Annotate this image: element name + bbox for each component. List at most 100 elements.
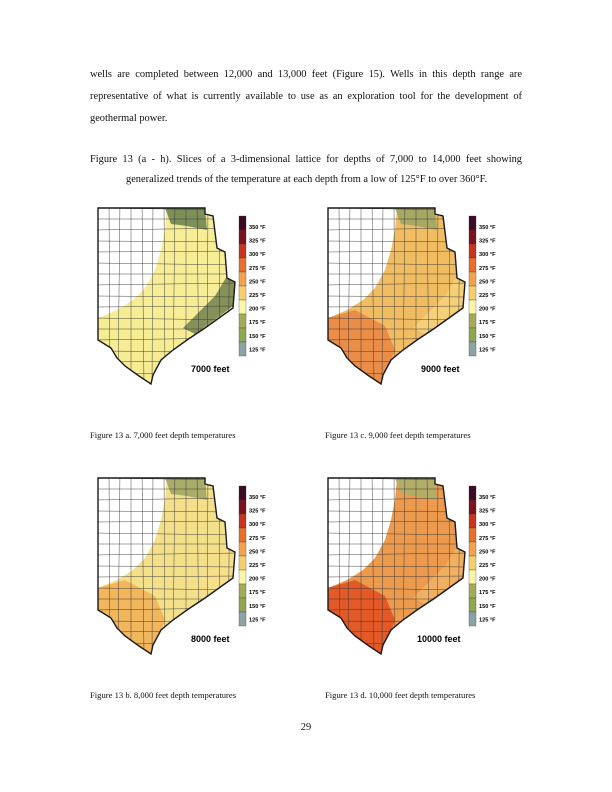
legend-label: 175 °F (479, 320, 496, 326)
legend-label: 200 °F (479, 577, 496, 583)
legend-label: 175 °F (249, 320, 266, 326)
temperature-legend: 350 °F 325 °F 300 °F 275 °F 250 °F 225 °F 200 … (468, 485, 496, 627)
legend-swatch (468, 215, 477, 231)
legend-swatch (238, 299, 247, 315)
legend-swatch (468, 597, 477, 613)
legend-swatch (468, 527, 477, 543)
legend-label: 225 °F (479, 563, 496, 569)
legend-swatch (468, 611, 477, 627)
legend-label: 350 °F (479, 225, 496, 231)
legend-label: 325 °F (249, 239, 266, 245)
legend-swatch (238, 499, 247, 515)
temperature-map-7000: 350 °F 325 °F 300 °F 275 °F 250 °F 225 °F 200 … (97, 207, 266, 385)
legend-swatch (468, 299, 477, 315)
legend-label: 250 °F (479, 549, 496, 555)
legend-label: 125 °F (479, 347, 496, 353)
legend-swatch (238, 257, 247, 273)
legend-swatch (238, 229, 247, 245)
caption-figure-13d: Figure 13 d. 10,000 feet depth temperatu… (325, 690, 476, 700)
legend-swatch (468, 499, 477, 515)
legend-label: 175 °F (249, 590, 266, 596)
legend-swatch (468, 285, 477, 301)
legend-swatch (238, 215, 247, 231)
caption-figure-13a: Figure 13 a. 7,000 feet depth temperatur… (90, 430, 236, 440)
legend-swatch (238, 313, 247, 329)
legend-label: 325 °F (479, 509, 496, 515)
figure-intro-line-1: Figure 13 (a - h). Slices of a 3-dimensi… (90, 154, 522, 165)
legend-label: 250 °F (249, 549, 266, 555)
legend-label: 325 °F (249, 509, 266, 515)
figure-intro-line-2: generalized trends of the temperature at… (126, 174, 488, 185)
legend-swatch (468, 243, 477, 259)
legend-label: 275 °F (479, 266, 496, 272)
depth-label: 9000 feet (421, 364, 460, 374)
depth-label: 8000 feet (191, 634, 230, 644)
legend-label: 200 °F (249, 307, 266, 313)
legend-label: 125 °F (249, 347, 266, 353)
legend-swatch (238, 327, 247, 343)
legend-swatch (238, 583, 247, 599)
legend-label: 200 °F (479, 307, 496, 313)
legend-label: 350 °F (479, 495, 496, 501)
legend-label: 275 °F (249, 266, 266, 272)
legend-label: 300 °F (479, 252, 496, 258)
legend-label: 300 °F (249, 252, 266, 258)
legend-label: 125 °F (479, 617, 496, 623)
legend-label: 250 °F (249, 279, 266, 285)
legend-swatch (468, 555, 477, 571)
legend-swatch (238, 569, 247, 585)
page-number: 29 (300, 722, 312, 733)
legend-swatch (468, 313, 477, 329)
legend-label: 225 °F (249, 563, 266, 569)
legend-swatch (238, 611, 247, 627)
legend-label: 325 °F (479, 239, 496, 245)
legend-label: 150 °F (249, 604, 266, 610)
state-outline (327, 207, 466, 385)
legend-swatch (238, 597, 247, 613)
body-paragraph: wells are completed between 12,000 and 1… (90, 69, 522, 124)
depth-label: 10000 feet (417, 634, 461, 644)
figure-intro: Figure 13 (a - h). Slices of a 3-dimensi… (90, 150, 522, 190)
state-outline (327, 477, 466, 655)
temperature-legend: 350 °F 325 °F 300 °F 275 °F 250 °F 225 °F 200 … (238, 215, 266, 357)
legend-swatch (468, 327, 477, 343)
legend-label: 225 °F (479, 293, 496, 299)
temperature-map-8000: 350 °F 325 °F 300 °F 275 °F 250 °F 225 °F 200 … (97, 477, 266, 655)
legend-swatch (468, 341, 477, 357)
legend-swatch (238, 513, 247, 529)
legend-swatch (238, 555, 247, 571)
caption-figure-13b: Figure 13 b. 8,000 feet depth temperatur… (90, 690, 237, 700)
legend-label: 300 °F (479, 522, 496, 528)
legend-swatch (468, 271, 477, 287)
legend-label: 175 °F (479, 590, 496, 596)
caption-figure-13c: Figure 13 c. 9,000 feet depth temperatur… (325, 430, 471, 440)
depth-label: 7000 feet (191, 364, 230, 374)
legend-swatch (238, 285, 247, 301)
temperature-legend: 350 °F 325 °F 300 °F 275 °F 250 °F 225 °F 200 … (468, 215, 496, 357)
state-outline (97, 207, 236, 385)
legend-label: 275 °F (249, 536, 266, 542)
legend-swatch (238, 527, 247, 543)
legend-swatch (468, 569, 477, 585)
legend-label: 250 °F (479, 279, 496, 285)
legend-swatch (238, 541, 247, 557)
legend-label: 200 °F (249, 577, 266, 583)
legend-swatch (468, 485, 477, 501)
legend-label: 125 °F (249, 617, 266, 623)
legend-label: 150 °F (479, 334, 496, 340)
state-outline (97, 477, 236, 655)
legend-swatch (238, 485, 247, 501)
legend-swatch (468, 257, 477, 273)
legend-label: 150 °F (249, 334, 266, 340)
legend-swatch (468, 541, 477, 557)
temperature-map-9000: 350 °F 325 °F 300 °F 275 °F 250 °F 225 °F 200 … (327, 207, 496, 385)
temperature-legend: 350 °F 325 °F 300 °F 275 °F 250 °F 225 °F 200 … (238, 485, 266, 627)
legend-label: 150 °F (479, 604, 496, 610)
legend-label: 275 °F (479, 536, 496, 542)
legend-swatch (238, 271, 247, 287)
legend-swatch (238, 341, 247, 357)
legend-swatch (468, 583, 477, 599)
temperature-map-10000: 350 °F 325 °F 300 °F 275 °F 250 °F 225 °F 200 … (327, 477, 496, 655)
legend-label: 350 °F (249, 495, 266, 501)
legend-label: 225 °F (249, 293, 266, 299)
